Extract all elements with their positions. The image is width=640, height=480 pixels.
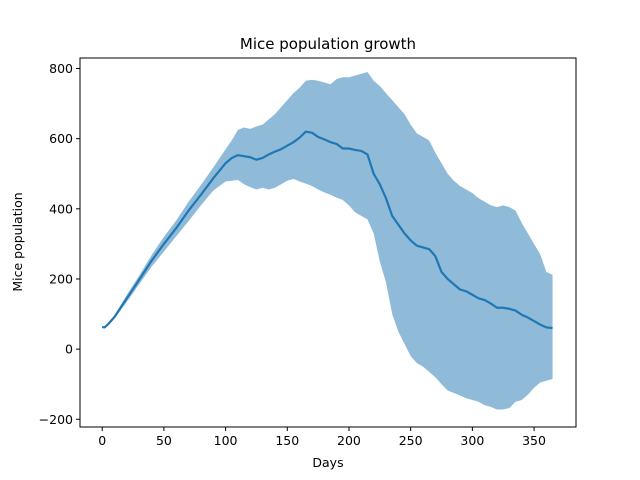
x-tick-label: 100 (214, 433, 238, 448)
plot-area (102, 72, 553, 410)
x-tick-label: 350 (522, 433, 546, 448)
y-tick-label: 400 (49, 201, 73, 216)
y-tick-label: −200 (39, 412, 73, 427)
y-axis-label: Mice population (10, 192, 25, 291)
x-tick-label: 250 (399, 433, 423, 448)
series-0-band (102, 72, 553, 410)
x-axis-label: Days (312, 455, 343, 470)
y-tick-label: 800 (49, 61, 73, 76)
x-tick-label: 0 (98, 433, 106, 448)
plot-frame (79, 57, 577, 428)
x-tick-label: 150 (275, 433, 299, 448)
x-tick-label: 200 (337, 433, 361, 448)
series-0-line (102, 130, 553, 330)
x-tick-label: 300 (460, 433, 484, 448)
x-tick-label: 50 (156, 433, 172, 448)
axes: 0 50 100 150 200 250 300 350 −200 0 200 400 600 800 (39, 61, 546, 448)
y-tick-label: 600 (49, 131, 73, 146)
y-tick-label: 200 (49, 271, 73, 286)
y-tick-label: 0 (65, 342, 73, 357)
chart-title: Mice population growth (240, 35, 416, 53)
